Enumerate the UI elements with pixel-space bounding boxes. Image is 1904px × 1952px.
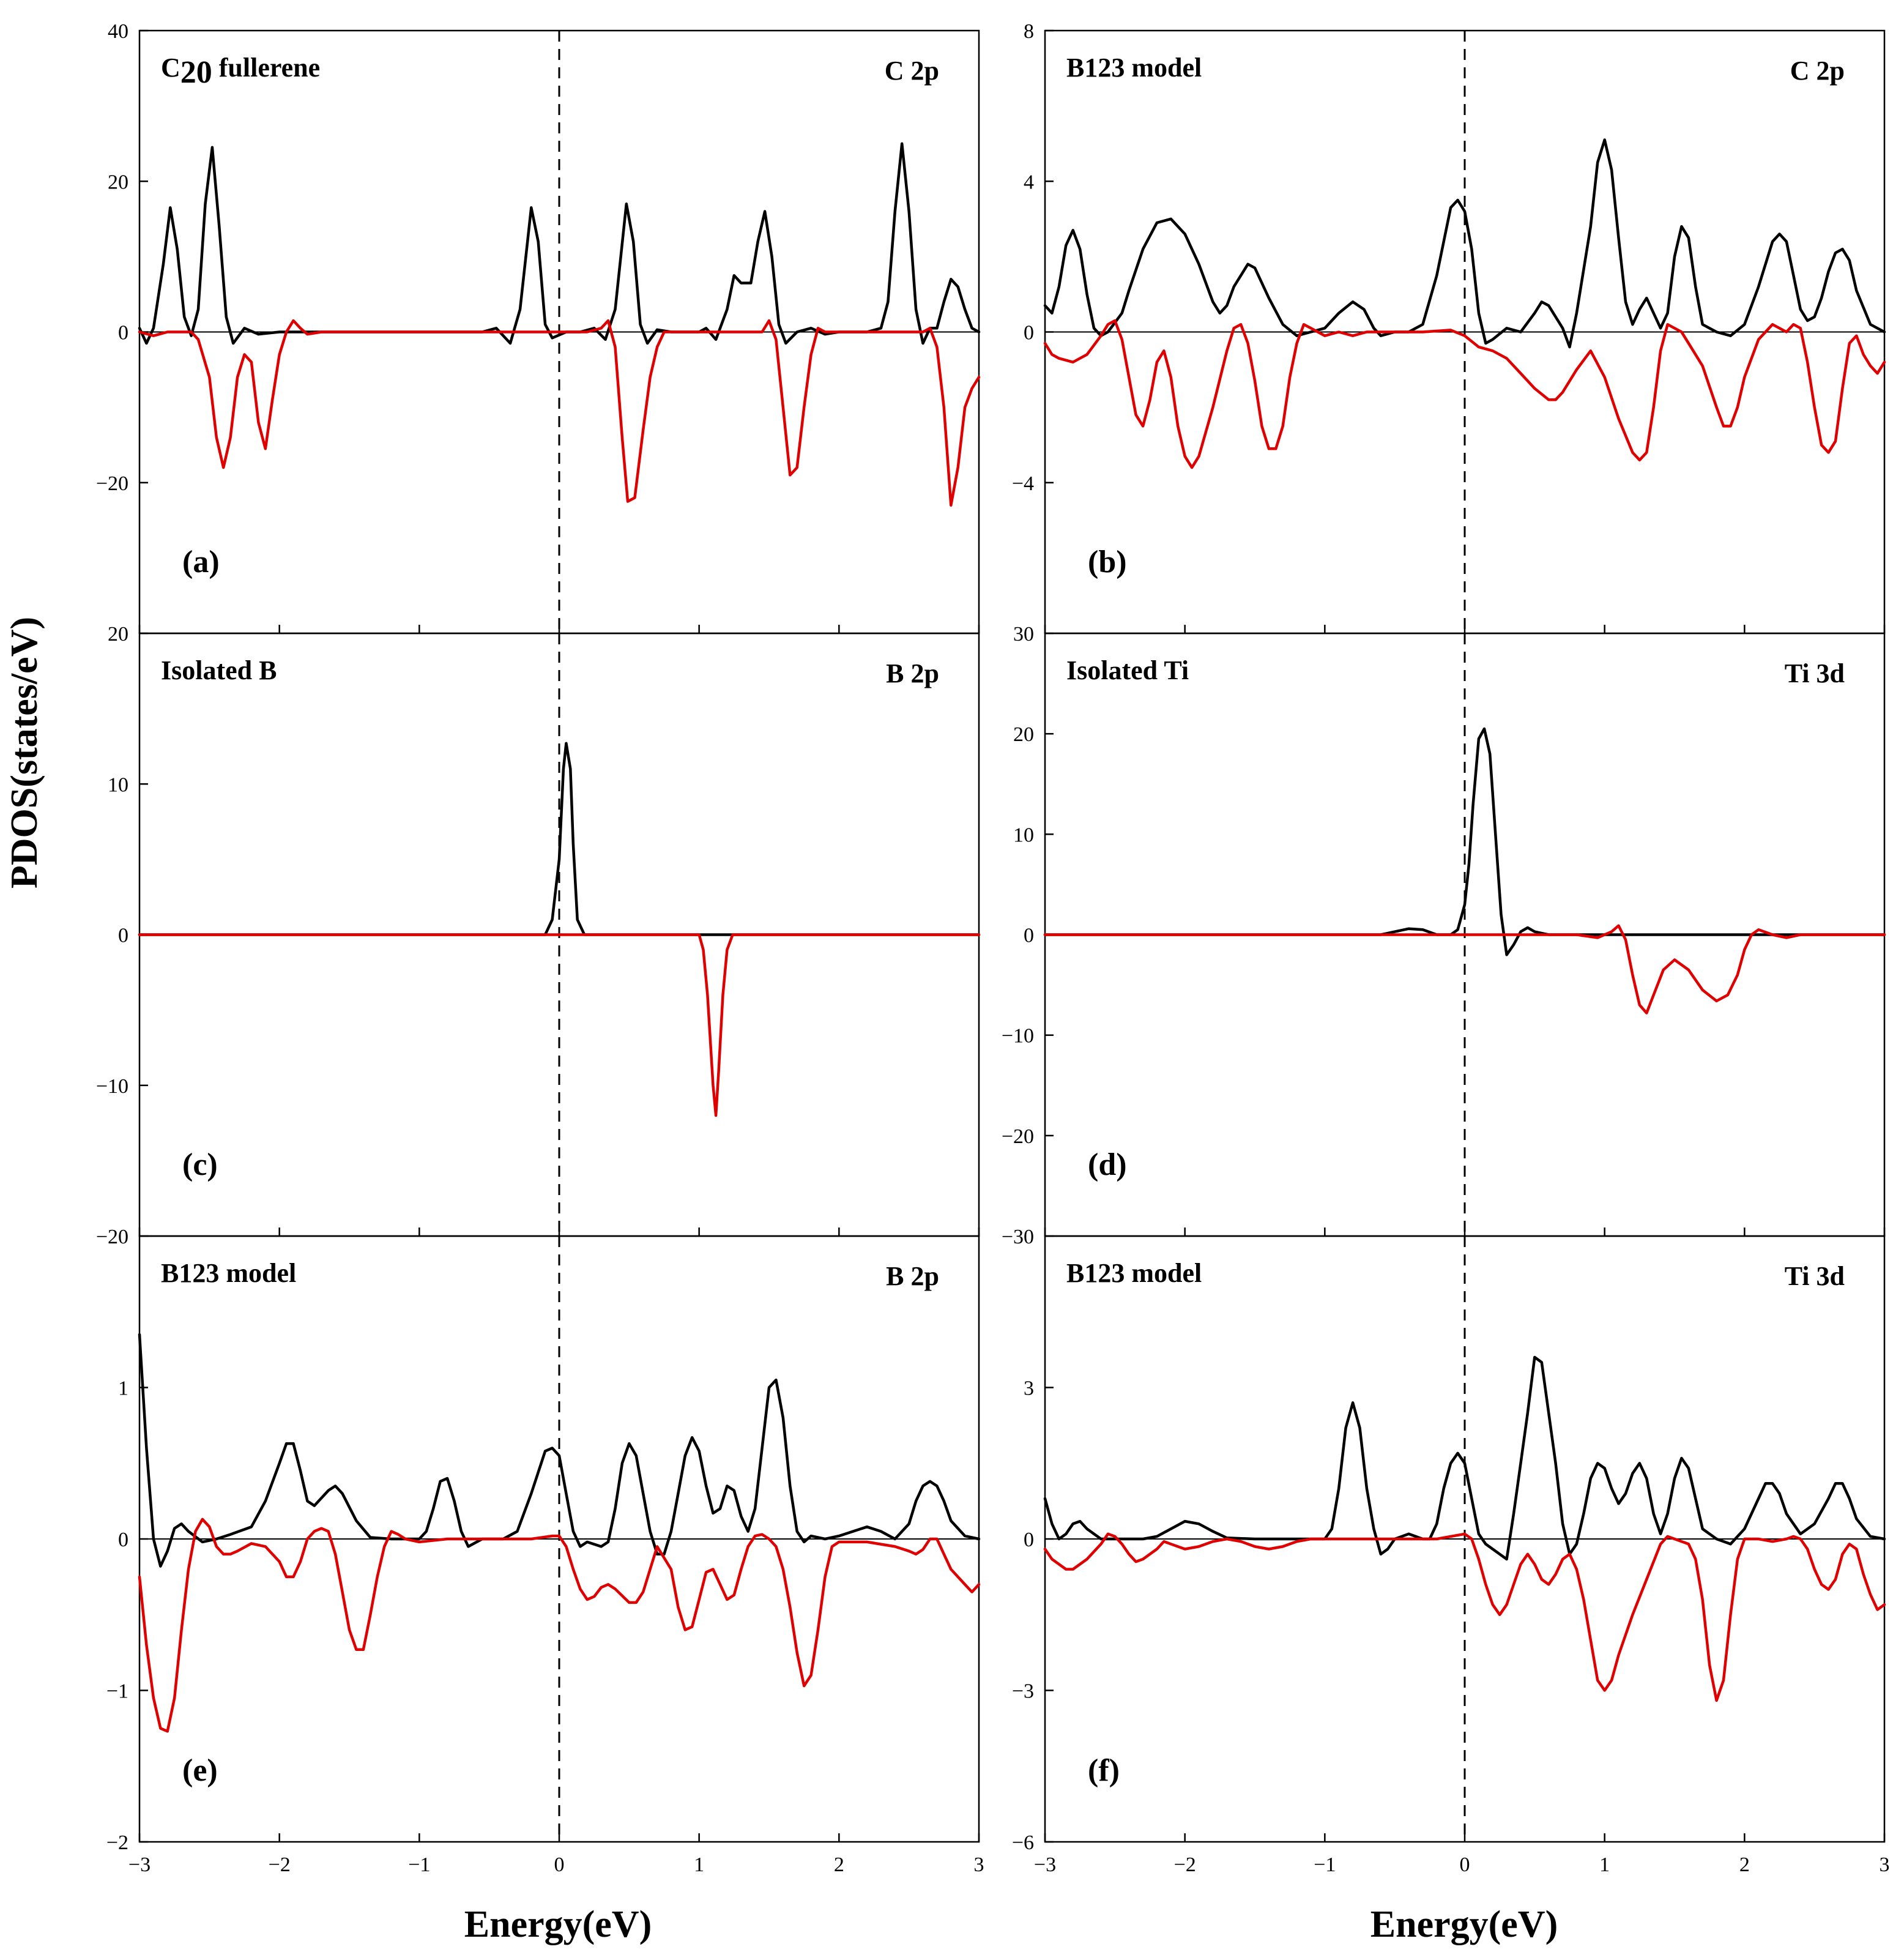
- panel-c-ytick-label: 10: [108, 773, 128, 796]
- panel-b-ytick-label: 8: [1024, 20, 1034, 43]
- panel-f-xtick-label: 3: [1880, 1853, 1890, 1876]
- panel-b-ytick-label: −4: [1012, 472, 1034, 495]
- panel-f-orbital-label: Ti 3d: [1785, 1261, 1845, 1291]
- panel-c: −20 −10 0 10 20 Isolated B B 2p (c): [96, 623, 981, 1248]
- panel-e-letter: (e): [182, 1753, 218, 1788]
- panel-f-xtick-label: −1: [1314, 1853, 1336, 1876]
- panel-d-series-down: [1043, 924, 1886, 1015]
- panel-c-letter: (c): [182, 1147, 218, 1182]
- panel-d-ytick-label: −20: [1002, 1125, 1034, 1148]
- panel-f-xtick-label: 1: [1599, 1853, 1610, 1876]
- panel-b-ytick-label: 0: [1024, 322, 1034, 345]
- panel-c-ytick-label: 20: [108, 623, 128, 646]
- panel-e-xtick-label: −3: [128, 1853, 151, 1876]
- panel-c-series-down: [138, 933, 981, 1117]
- panel-a: −20 0 20 40 C20 fullerene C 2p (a): [96, 20, 981, 635]
- panel-a-series-down: [138, 319, 981, 507]
- panel-f-xtick-label: −3: [1034, 1853, 1056, 1876]
- panel-f-series-down: [1043, 1532, 1886, 1702]
- panel-f-letter: (f): [1088, 1753, 1120, 1788]
- panel-a-series-up: [138, 142, 981, 345]
- panel-d-ytick-label: −10: [1002, 1025, 1034, 1048]
- panel-d-letter: (d): [1088, 1147, 1127, 1182]
- panel-e-ytick-label: 1: [118, 1377, 128, 1400]
- panel-d-ytick-label: 20: [1013, 723, 1034, 746]
- panel-e-ytick-label: −1: [106, 1680, 128, 1703]
- panel-e-ytick-label: 0: [118, 1529, 128, 1551]
- panel-e-orbital-label: B 2p: [886, 1261, 939, 1291]
- panel-f-ytick-label: 0: [1024, 1529, 1034, 1551]
- panel-f-ytick-label: −6: [1012, 1831, 1034, 1854]
- panel-f-title: B123 model: [1066, 1258, 1202, 1288]
- x-axis-title-left: Energy(eV): [464, 1904, 652, 1945]
- panel-a-ytick-label: 40: [108, 20, 128, 43]
- panel-e-xtick-label: −1: [408, 1853, 430, 1876]
- panel-c-ytick-label: −20: [96, 1226, 128, 1248]
- panel-d-ytick-label: 0: [1024, 925, 1034, 947]
- panel-d-ytick-label: −30: [1002, 1226, 1034, 1248]
- panel-f-xtick-label: 2: [1739, 1853, 1750, 1876]
- panel-d-ytick-label: 30: [1013, 623, 1034, 646]
- panel-c-orbital-label: B 2p: [886, 658, 939, 688]
- panel-b-ytick-label: 4: [1024, 171, 1034, 193]
- panel-e-ytick-label: −2: [106, 1831, 128, 1854]
- panel-d-title: Isolated Ti: [1066, 655, 1189, 685]
- panel-e-xtick-label: 3: [974, 1853, 984, 1876]
- panel-a-orbital-label: C 2p: [885, 56, 939, 86]
- panel-f-xtick-label: 0: [1460, 1853, 1470, 1876]
- panel-b-letter: (b): [1088, 545, 1127, 579]
- panel-a-title: C20 fullerene: [161, 53, 320, 90]
- panel-f-series-up: [1043, 1355, 1886, 1561]
- panel-c-ytick-label: 0: [118, 925, 128, 947]
- panel-c-title: Isolated B: [161, 655, 277, 685]
- panel-e-xtick-label: 1: [694, 1853, 704, 1876]
- panel-e-title: B123 model: [161, 1258, 296, 1288]
- panel-f-ytick-label: −3: [1012, 1680, 1034, 1703]
- panel-f-ytick-label: 3: [1024, 1377, 1034, 1400]
- panel-b-title: B123 model: [1066, 53, 1202, 83]
- y-axis-title: PDOS(states/eV): [4, 617, 45, 888]
- panel-e-series-down: [138, 1518, 981, 1733]
- panel-d-ytick-label: 10: [1013, 824, 1034, 846]
- panel-a-ytick-label: −20: [96, 472, 128, 495]
- panel-b: −4 0 4 8 B123 model C 2p (b): [1012, 20, 1886, 635]
- panel-a-ytick-label: 0: [118, 322, 128, 345]
- panel-e-xtick-label: −2: [269, 1853, 291, 1876]
- panel-b-series-up: [1043, 138, 1886, 349]
- panel-b-orbital-label: C 2p: [1790, 56, 1845, 86]
- panel-a-ytick-label: 20: [108, 171, 128, 193]
- panel-e-xtick-label: 0: [554, 1853, 565, 1876]
- panel-b-series-down: [1043, 319, 1886, 469]
- panel-e-series-up: [138, 1333, 981, 1568]
- panel-c-ytick-label: −10: [96, 1075, 128, 1098]
- panel-a-letter: (a): [182, 545, 220, 579]
- x-axis-title-right: Energy(eV): [1370, 1904, 1558, 1945]
- panel-e-xtick-label: 2: [834, 1853, 844, 1876]
- panel-f-xtick-label: −2: [1174, 1853, 1196, 1876]
- panel-d-orbital-label: Ti 3d: [1785, 658, 1845, 688]
